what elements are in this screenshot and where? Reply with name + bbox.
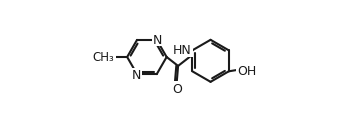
- Text: HN: HN: [173, 44, 192, 57]
- Text: N: N: [132, 69, 141, 82]
- Text: CH₃: CH₃: [93, 51, 114, 64]
- Text: N: N: [153, 33, 162, 46]
- Text: O: O: [172, 82, 183, 95]
- Text: OH: OH: [237, 64, 256, 77]
